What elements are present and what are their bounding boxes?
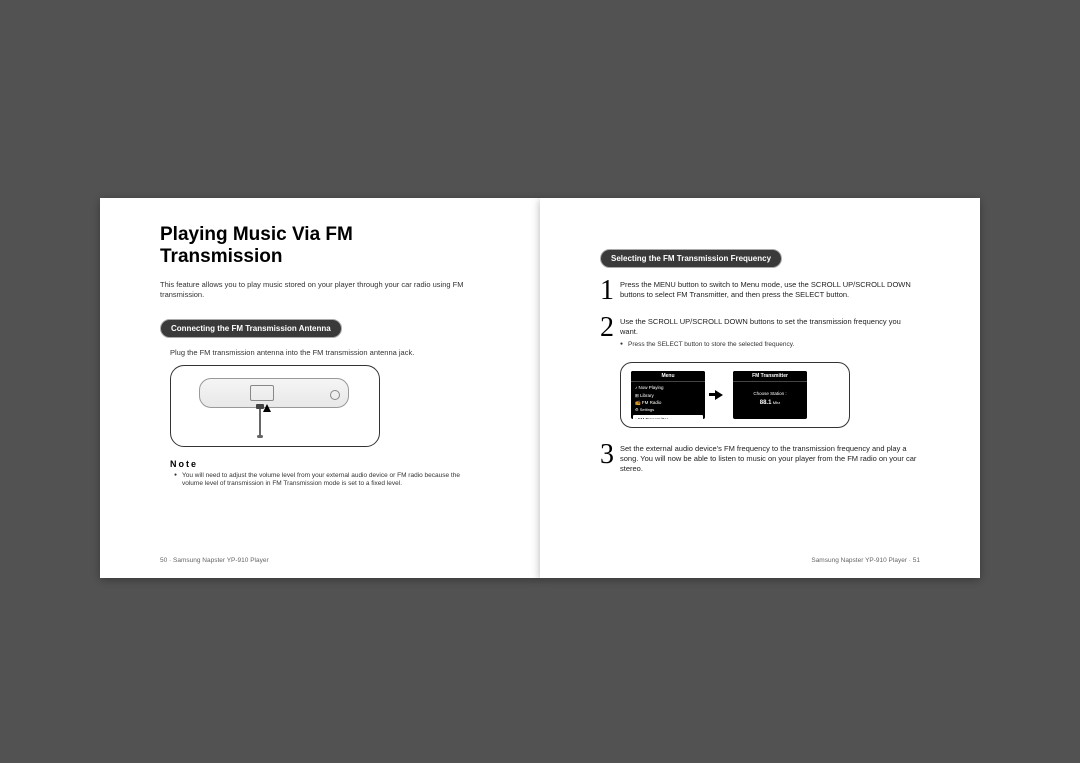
- section-antenna-heading: Connecting the FM Transmission Antenna: [160, 319, 342, 338]
- step-number: 2: [600, 315, 614, 350]
- step-number: 1: [600, 278, 614, 303]
- page-footer-left: 50 · Samsung Napster YP-910 Player: [160, 557, 269, 564]
- device-illustration: [170, 365, 380, 447]
- section-frequency-heading: Selecting the FM Transmission Frequency: [600, 249, 782, 268]
- step-2: 2 Use the SCROLL UP/SCROLL DOWN buttons …: [600, 315, 920, 350]
- menu-screen: Menu ♪ Now Playing ⊞ Library 📻 FM Radio …: [631, 371, 705, 419]
- manual-page-left: Playing Music Via FM Transmission This f…: [100, 198, 540, 578]
- fm-screen: FM Transmitter Choose Station : 88.1 Mhz: [733, 371, 807, 419]
- step-text: Use the SCROLL UP/SCROLL DOWN buttons to…: [620, 315, 920, 350]
- note-heading: Note: [170, 459, 480, 469]
- step-text: Press the MENU button to switch to Menu …: [620, 278, 920, 303]
- step-3: 3 Set the external audio device's FM fre…: [600, 442, 920, 474]
- step-subtext: Press the SELECT button to store the sel…: [620, 341, 920, 349]
- screens-illustration: Menu ♪ Now Playing ⊞ Library 📻 FM Radio …: [620, 362, 850, 428]
- note-body: You will need to adjust the volume level…: [174, 472, 480, 489]
- plug-instruction: Plug the FM transmission antenna into th…: [170, 348, 480, 357]
- manual-page-right: Selecting the FM Transmission Frequency …: [540, 198, 980, 578]
- step-number: 3: [600, 442, 614, 474]
- step-1: 1 Press the MENU button to switch to Men…: [600, 278, 920, 303]
- intro-text: This feature allows you to play music st…: [160, 280, 480, 300]
- arrow-right-icon: [715, 390, 723, 400]
- page-title: Playing Music Via FM Transmission: [160, 224, 480, 268]
- step-text: Set the external audio device's FM frequ…: [620, 442, 920, 474]
- page-footer-right: Samsung Napster YP-910 Player · 51: [811, 557, 920, 564]
